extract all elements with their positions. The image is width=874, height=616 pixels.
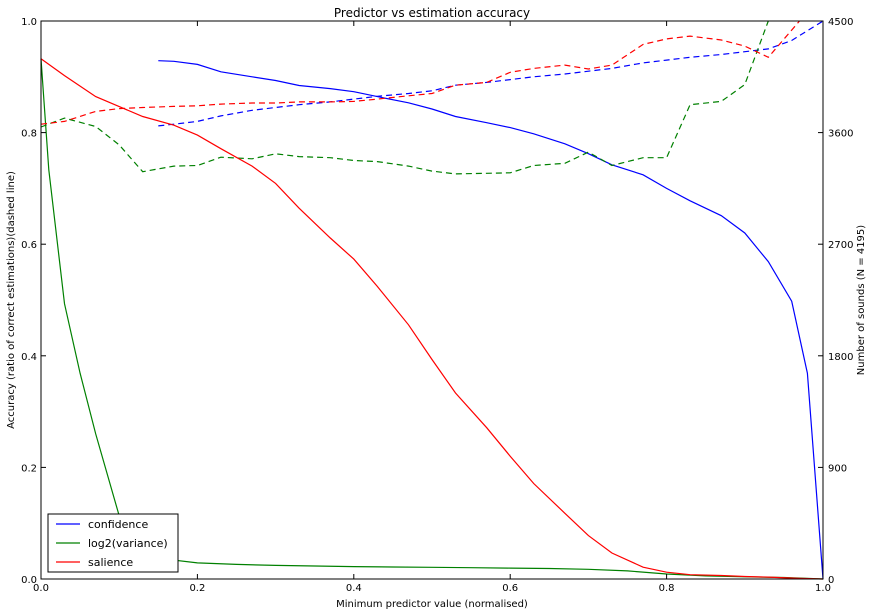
axis-ticks: 0.0 0.2 0.4 0.6 0.8 1.00.00.20.40.60.81.00900… bbox=[21, 17, 853, 594]
y-tick-label: 1.0 bbox=[21, 17, 37, 28]
y2-tick-label: 3600 bbox=[828, 129, 853, 140]
plot-frame bbox=[40, 20, 824, 580]
series-confidence-accuracy-line bbox=[158, 20, 824, 127]
y2-tick-label: 0 bbox=[828, 575, 834, 586]
y2-tick-label: 900 bbox=[828, 463, 847, 474]
x-tick-label: 0.8 bbox=[659, 583, 675, 594]
x-tick-label: 0.0 bbox=[33, 583, 49, 594]
x-tick-label: 1.0 bbox=[815, 583, 831, 594]
y-tick-label: 0.4 bbox=[21, 352, 37, 363]
y-tick-label: 0.2 bbox=[21, 463, 37, 474]
x-tick-label: 0.4 bbox=[346, 583, 362, 594]
y-tick-label: 0.8 bbox=[21, 129, 37, 140]
x-tick-label: 0.6 bbox=[502, 583, 518, 594]
series-confidence-count-line bbox=[158, 60, 824, 580]
y-axis-label: Accuracy (ratio of correct estimations)(… bbox=[6, 171, 17, 429]
legend-label: salience bbox=[88, 556, 133, 569]
chart-title: Predictor vs estimation accuracy bbox=[334, 6, 530, 20]
series-salience-count-line bbox=[40, 58, 824, 580]
y-tick-label: 0.0 bbox=[21, 575, 37, 586]
y2-tick-label: 2700 bbox=[828, 240, 853, 251]
legend: confidence log2(variance) salience bbox=[47, 513, 179, 573]
legend-label: log2(variance) bbox=[88, 537, 168, 550]
y-tick-label: 0.6 bbox=[21, 240, 37, 251]
series-salience-accuracy-line bbox=[40, 20, 800, 125]
x-axis-label: Minimum predictor value (normalised) bbox=[336, 599, 528, 610]
legend-label: confidence bbox=[88, 518, 148, 531]
y2-axis-label: Number of sounds (N = 4195) bbox=[856, 225, 867, 375]
series-log2-variance-accuracy-line bbox=[40, 20, 769, 175]
y2-tick-label: 1800 bbox=[828, 352, 853, 363]
x-tick-label: 0.2 bbox=[189, 583, 205, 594]
y2-tick-label: 4500 bbox=[828, 17, 853, 28]
